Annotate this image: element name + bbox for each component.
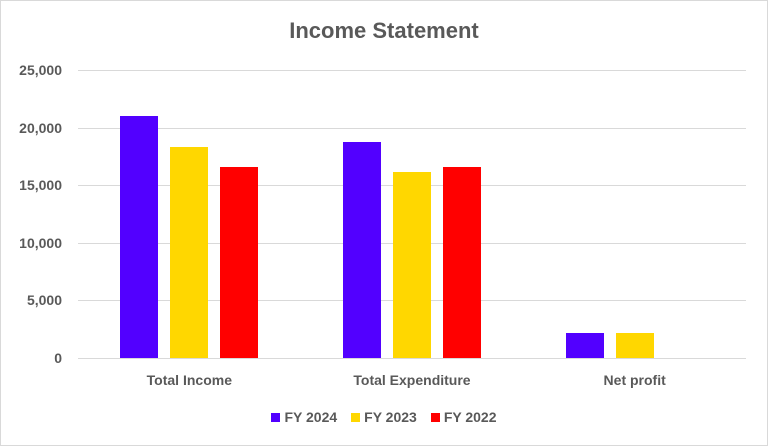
legend-item: FY 2023 — [351, 409, 417, 425]
legend-item: FY 2022 — [430, 409, 497, 425]
legend-label: FY 2023 — [364, 409, 417, 425]
x-tick-label: Total Expenditure — [353, 372, 471, 388]
gridline — [78, 358, 746, 359]
legend-swatch-icon — [430, 412, 440, 422]
bar-fy-2022 — [443, 166, 481, 358]
legend: FY 2024 FY 2023 FY 2022 — [0, 409, 768, 425]
y-tick-label: 10,000 — [19, 234, 62, 251]
y-tick-label: 20,000 — [19, 119, 62, 136]
plot-area — [78, 70, 746, 359]
bar-fy-2022 — [220, 166, 259, 358]
legend-label: FY 2024 — [284, 409, 338, 425]
legend-label: FY 2022 — [443, 409, 497, 425]
gridline — [78, 70, 746, 71]
gridline — [78, 127, 746, 129]
legend-swatch-icon — [351, 412, 361, 422]
y-tick-label: 15,000 — [19, 177, 62, 194]
x-tick-label: Total Income — [146, 372, 232, 388]
legend-swatch-icon — [271, 412, 281, 422]
y-tick-label: 25,000 — [19, 62, 62, 78]
bar-fy-2024 — [343, 142, 381, 358]
bar-fy-2024 — [120, 116, 159, 358]
bar-fy-2024 — [565, 332, 604, 358]
bar-fy-2023 — [615, 332, 654, 358]
bar-fy-2023 — [393, 171, 431, 358]
y-tick-label: 0 — [54, 350, 62, 366]
y-tick-label: 5,000 — [26, 292, 62, 309]
bar-fy-2023 — [170, 147, 209, 358]
x-tick-label: Net profit — [603, 372, 666, 388]
chart-title: Income Statement — [289, 18, 479, 43]
legend-item: FY 2024 — [271, 409, 337, 425]
